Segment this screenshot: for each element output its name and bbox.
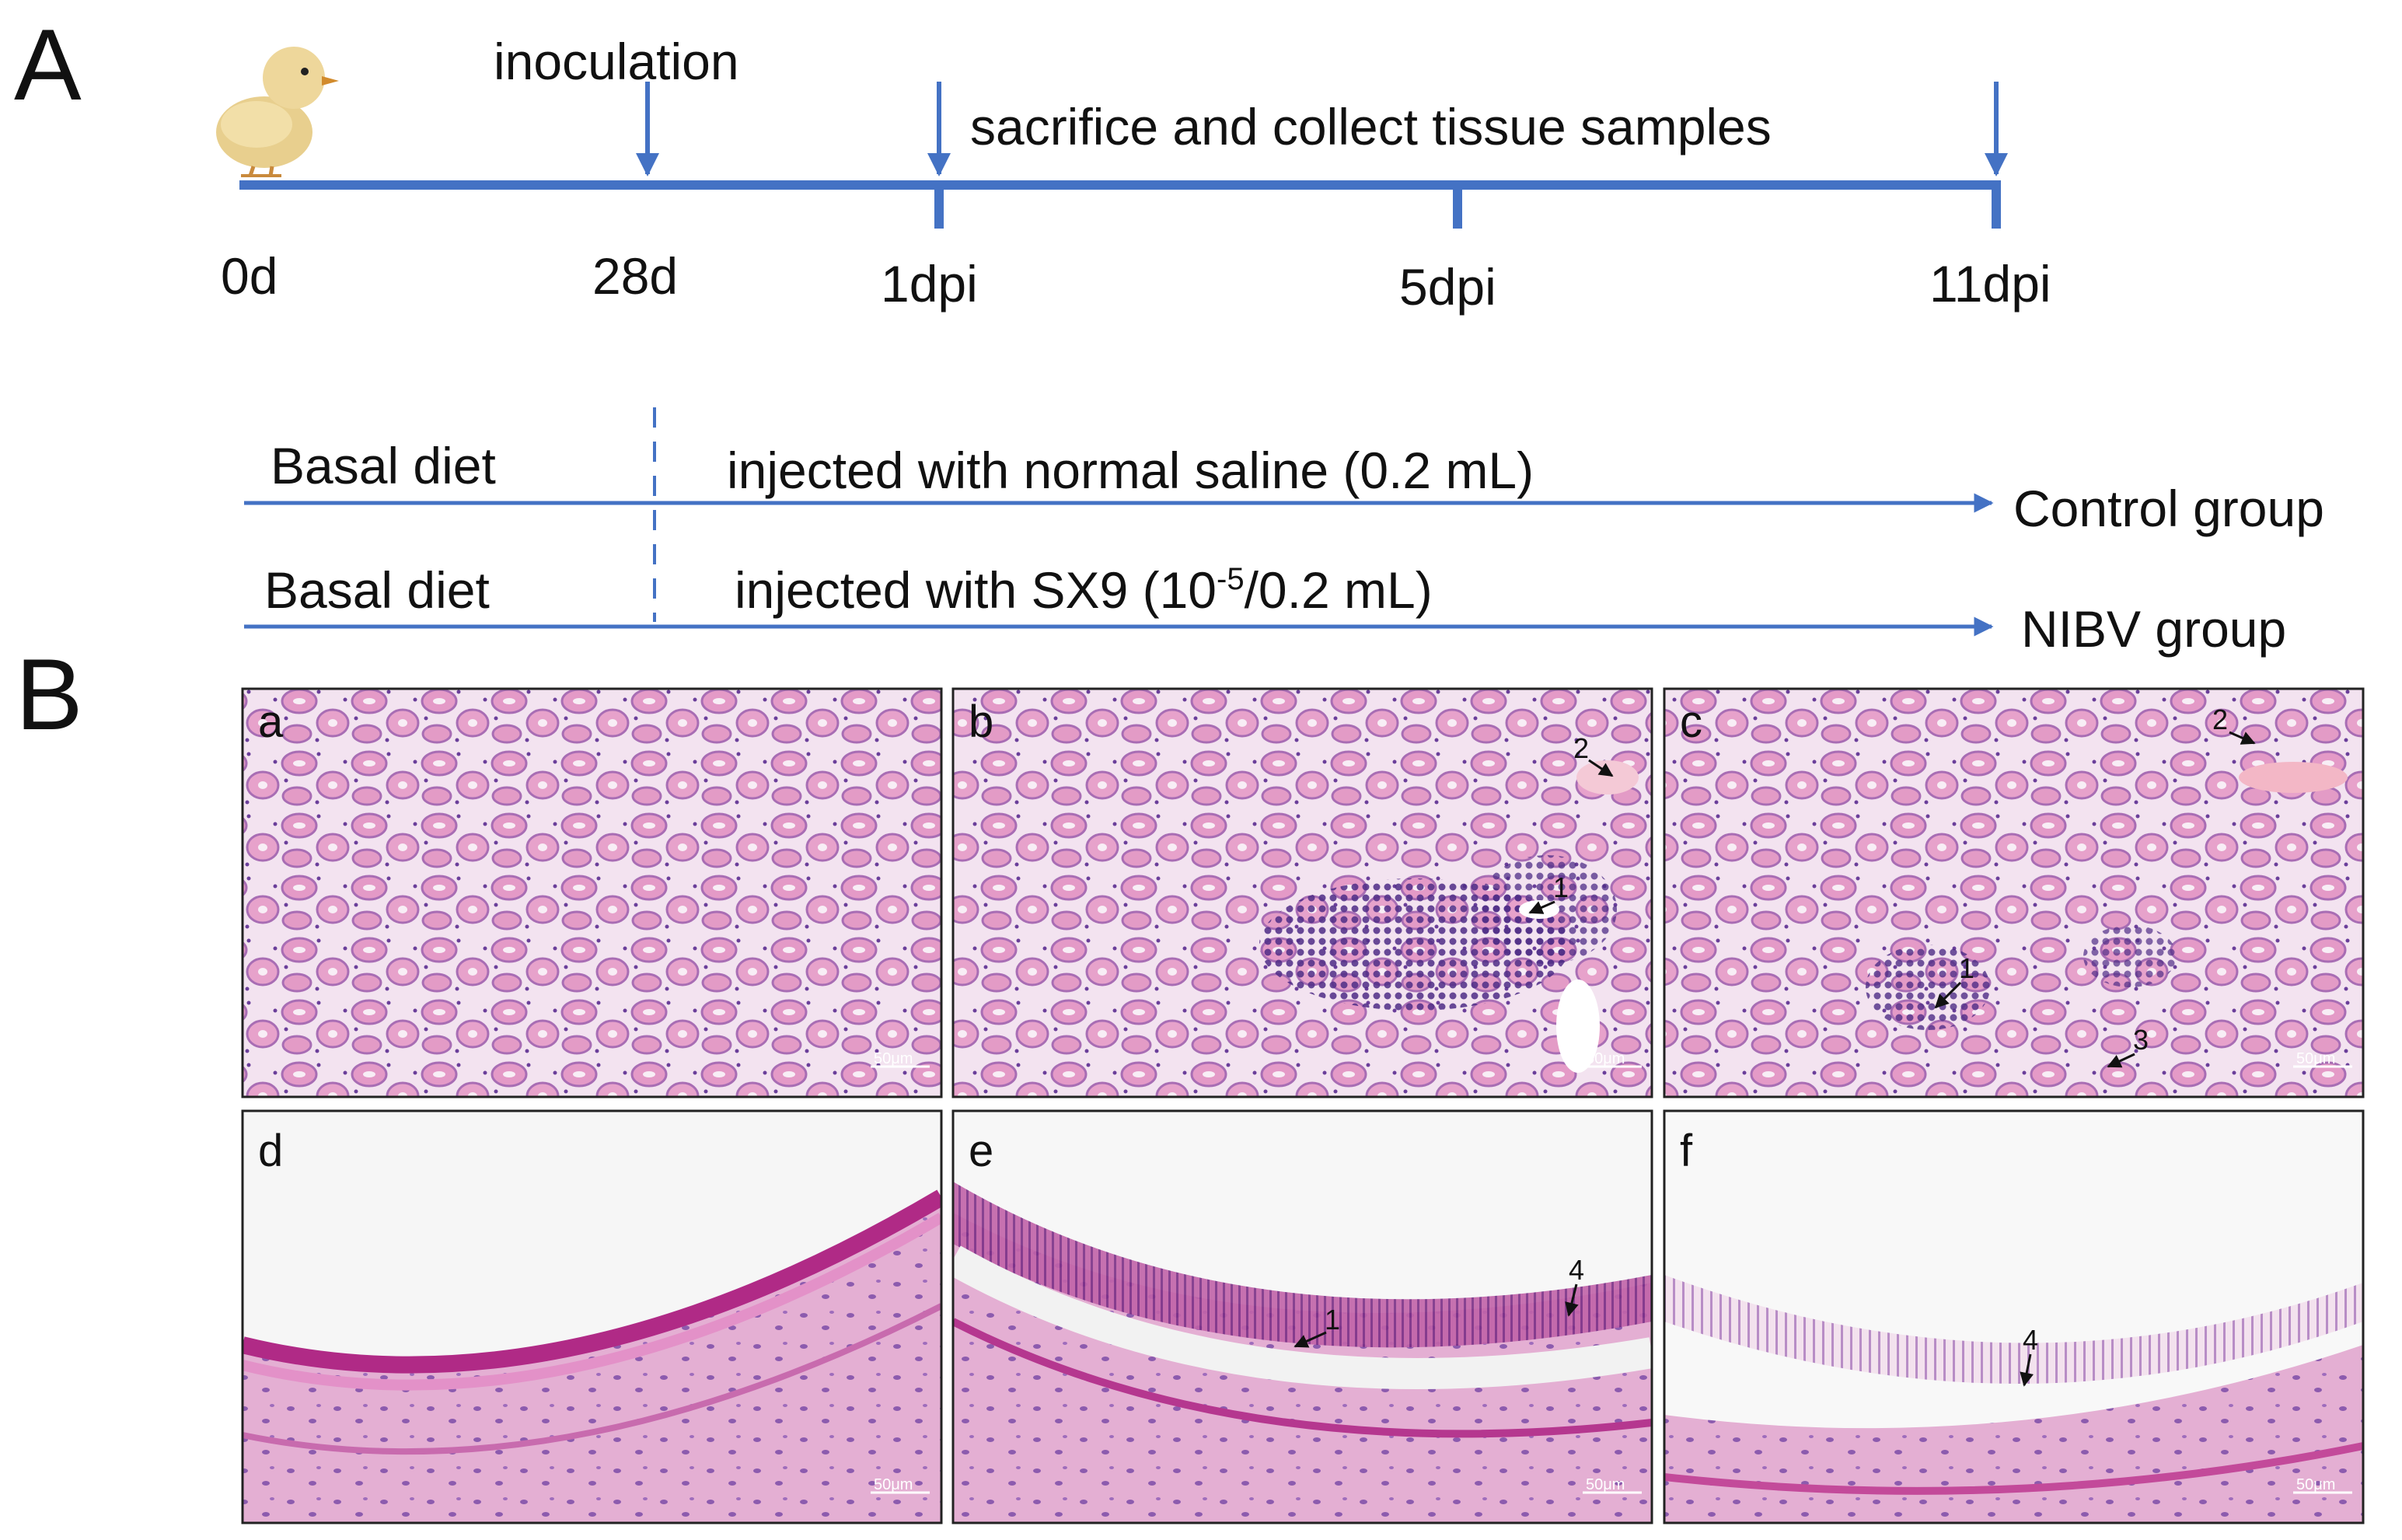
panel-label-a: A <box>14 8 82 121</box>
nibv-treatment-label: injected with SX9 (10-5/0.2 mL) <box>735 561 1433 619</box>
micrograph-a-frame <box>241 687 943 1098</box>
scale-bar-d: 50μm <box>871 1476 930 1494</box>
svg-text:4: 4 <box>1569 1254 1584 1286</box>
annotation-arrow-f-4: 4 <box>2020 1324 2038 1387</box>
micrograph-f-frame <box>1663 1109 2365 1524</box>
control-group-label: Control group <box>2013 480 2324 537</box>
svg-text:2: 2 <box>2212 704 2228 735</box>
scale-bar-a: 50μm <box>871 1050 930 1068</box>
svg-text:50μm: 50μm <box>2296 1476 2335 1493</box>
micrograph-c-letter: c <box>1680 697 1702 747</box>
scale-bar-c: 50μm <box>2293 1050 2352 1068</box>
micrograph-b-letter: b <box>969 697 993 747</box>
micrograph-f-letter: f <box>1680 1126 1693 1176</box>
svg-text:3: 3 <box>2133 1024 2149 1056</box>
micrograph-e-frame <box>951 1109 1653 1524</box>
svg-text:1: 1 <box>1959 952 1974 984</box>
scale-bar-e: 50μm <box>1583 1476 1642 1494</box>
micrograph-d-letter: d <box>258 1126 283 1176</box>
micrograph-b-frame <box>951 687 1653 1098</box>
svg-text:50μm: 50μm <box>2296 1050 2335 1067</box>
svg-text:4: 4 <box>2023 1324 2038 1356</box>
sacrifice-label: sacrifice and collect tissue samples <box>970 98 1772 155</box>
tick-label-28d: 28d <box>592 247 678 305</box>
micrograph-a-letter: a <box>258 697 284 747</box>
timeline: inoculation sacrifice and collect tissue… <box>221 33 2051 316</box>
annotation-arrow-e-4: 4 <box>1565 1254 1584 1317</box>
svg-text:50μm: 50μm <box>1586 1476 1625 1493</box>
svg-text:1: 1 <box>1553 871 1569 903</box>
annotation-arrow-b-2: 2 <box>1573 732 1614 777</box>
micrograph-e-letter: e <box>969 1126 993 1176</box>
svg-text:50μm: 50μm <box>874 1050 913 1067</box>
control-treatment-label: injected with normal saline (0.2 mL) <box>727 442 1534 499</box>
annotation-arrow-c-1: 1 <box>1934 952 1974 1009</box>
group-diagram: Basal diet injected with normal saline (… <box>244 407 2324 658</box>
inoculation-label: inoculation <box>494 33 739 90</box>
svg-text:50μm: 50μm <box>874 1476 913 1493</box>
micrograph-e <box>953 1111 1652 1523</box>
micrograph-f <box>1664 1111 2363 1523</box>
micrograph-b <box>953 689 1652 1097</box>
svg-text:1: 1 <box>1325 1304 1340 1336</box>
annotation-arrow-b-1: 1 <box>1528 871 1569 914</box>
chick-icon <box>216 47 339 177</box>
tick-label-1dpi: 1dpi <box>881 255 978 313</box>
tick-label-11dpi: 11dpi <box>1929 255 2051 313</box>
svg-text:50μm: 50μm <box>1586 1050 1625 1067</box>
annotation-arrow-c-2: 2 <box>2212 704 2256 745</box>
svg-text:2: 2 <box>1573 732 1589 764</box>
control-diet-label: Basal diet <box>271 437 496 494</box>
scale-bar-b: 50μm <box>1583 1050 1642 1068</box>
panel-label-b: B <box>16 637 83 751</box>
nibv-diet-label: Basal diet <box>264 561 490 619</box>
micrograph-d <box>243 1111 941 1523</box>
tick-label-5dpi: 5dpi <box>1399 258 1496 316</box>
annotation-arrow-c-3: 3 <box>2107 1024 2149 1068</box>
micrograph-c-frame <box>1663 687 2365 1098</box>
nibv-group-label: NIBV group <box>2021 600 2286 658</box>
annotation-arrow-e-1: 1 <box>1294 1304 1340 1348</box>
scale-bar-f: 50μm <box>2293 1476 2352 1494</box>
micrograph-a <box>243 689 941 1097</box>
micrograph-d-frame <box>241 1109 943 1524</box>
tick-label-0d: 0d <box>221 247 278 305</box>
micrograph-c <box>1664 689 2363 1097</box>
